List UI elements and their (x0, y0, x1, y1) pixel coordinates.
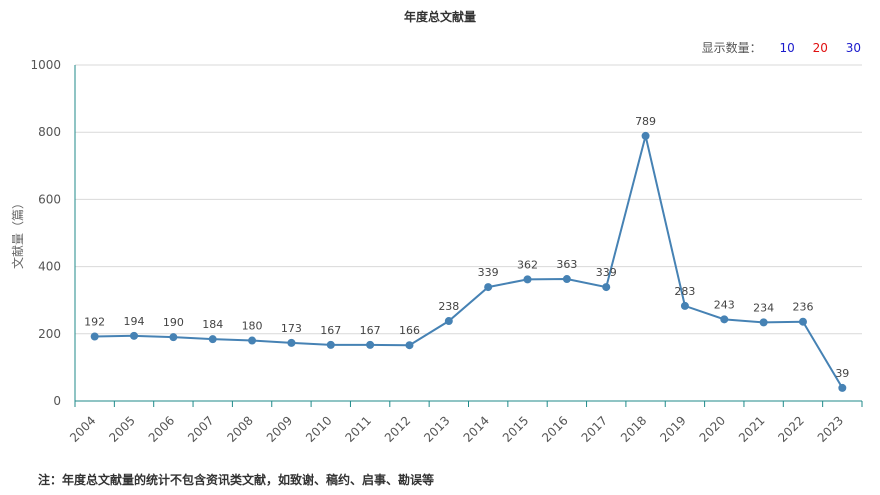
x-tick-label: 2018 (618, 413, 649, 444)
data-label: 238 (438, 300, 459, 313)
data-point (641, 131, 650, 140)
data-label: 167 (360, 324, 381, 337)
y-tick-label: 200 (38, 327, 61, 341)
data-label: 180 (242, 320, 263, 333)
data-point (208, 335, 217, 344)
data-point (680, 301, 689, 310)
x-tick-label: 2004 (67, 413, 98, 444)
footnote: 注：年度总文献量的统计不包含资讯类文献，如致谢、稿约、启事、勘误等 (38, 473, 435, 487)
x-tick-label: 2008 (224, 413, 255, 444)
data-point (523, 275, 532, 284)
grid-layer (75, 64, 862, 335)
x-tick-label: 2007 (185, 413, 216, 444)
x-tick-label: 2014 (461, 413, 492, 444)
data-point (720, 315, 729, 324)
x-tick-label: 2016 (539, 413, 570, 444)
x-tick-label: 2019 (657, 413, 688, 444)
data-point (444, 317, 453, 326)
display-count-option-10[interactable]: 10 (779, 41, 795, 55)
x-tick-label: 2015 (500, 413, 531, 444)
data-point (838, 383, 847, 392)
data-label: 339 (596, 266, 617, 279)
series-line (94, 135, 844, 389)
y-tick-label: 800 (38, 125, 61, 139)
data-label: 194 (124, 315, 145, 328)
y-tick-label: 1000 (30, 58, 61, 72)
y-tick-label: 0 (53, 394, 61, 408)
data-label: 173 (281, 322, 302, 335)
x-tick-label: 2009 (264, 413, 295, 444)
axis-layer: 0 200 400 600 800 1000 2004 2005 2006 2007 2008 200… (30, 58, 863, 445)
display-count-option-30[interactable]: 30 (845, 41, 861, 55)
data-label: 789 (635, 115, 656, 128)
display-count-label: 显示数量： (701, 41, 762, 55)
x-tick-label: 2005 (106, 413, 137, 444)
data-point (326, 340, 335, 349)
data-point (287, 338, 296, 347)
label-layer: 192 194 190 184 180 173 167 167 166 238 339 362 363 3… (84, 115, 849, 380)
x-tick-label: 2022 (775, 413, 806, 444)
y-tick-label: 400 (38, 260, 61, 274)
data-point (798, 317, 807, 326)
data-label: 167 (320, 324, 341, 337)
data-point (130, 331, 139, 340)
data-point (602, 283, 611, 292)
series-layer (90, 131, 847, 392)
data-label: 236 (792, 301, 813, 314)
display-count-option-20[interactable]: 20 (812, 41, 828, 55)
data-label: 192 (84, 315, 105, 328)
data-point (248, 336, 257, 345)
data-point (169, 333, 178, 342)
data-point (405, 341, 414, 350)
data-point (366, 340, 375, 349)
data-label: 362 (517, 258, 538, 271)
data-point (562, 275, 571, 284)
data-point (90, 332, 99, 341)
x-tick-label: 2010 (303, 413, 334, 444)
y-tick-label: 600 (38, 192, 61, 206)
x-tick-label: 2023 (815, 413, 846, 444)
chart-title: 年度总文献量 (403, 10, 476, 24)
data-point (484, 283, 493, 292)
data-label: 363 (556, 258, 577, 271)
data-label: 339 (478, 266, 499, 279)
data-point (759, 318, 768, 327)
data-label: 166 (399, 324, 420, 337)
x-tick-label: 2013 (421, 413, 452, 444)
data-label: 190 (163, 316, 184, 329)
display-count-selector: 显示数量： 10 20 30 (702, 39, 861, 56)
data-label: 283 (674, 285, 695, 298)
x-tick-label: 2021 (736, 413, 767, 444)
x-tick-label: 2011 (343, 413, 374, 444)
x-tick-label: 2012 (382, 413, 413, 444)
data-label: 39 (835, 367, 849, 380)
x-tick-label: 2020 (697, 413, 728, 444)
data-label: 234 (753, 301, 774, 314)
data-label: 184 (202, 318, 223, 331)
data-label: 243 (714, 298, 735, 311)
x-tick-label: 2017 (579, 413, 610, 444)
x-tick-label: 2006 (146, 413, 177, 444)
y-axis-label: 文献量（篇） (10, 197, 25, 269)
